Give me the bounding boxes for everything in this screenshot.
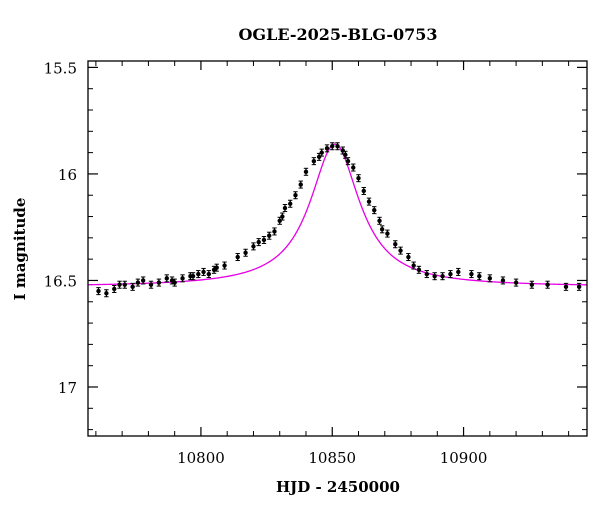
data-point xyxy=(411,261,416,270)
data-point xyxy=(172,278,177,287)
data-point xyxy=(406,253,411,262)
y-tick-label: 15.5 xyxy=(44,59,77,77)
data-point xyxy=(243,248,248,257)
data-point xyxy=(545,280,550,289)
chart-title: OGLE-2025-BLG-0753 xyxy=(238,25,437,44)
data-point xyxy=(251,242,256,251)
plot-frame xyxy=(87,60,588,437)
data-point xyxy=(298,180,303,189)
data-point xyxy=(140,276,146,285)
data-point xyxy=(448,270,453,279)
data-point xyxy=(366,197,372,206)
y-tick-label: 16.5 xyxy=(44,272,77,290)
data-point xyxy=(190,272,196,281)
data-point xyxy=(416,265,422,274)
data-point xyxy=(122,280,127,289)
data-point xyxy=(112,284,117,293)
data-point xyxy=(96,287,101,296)
data-point xyxy=(385,229,390,238)
data-point xyxy=(513,278,519,287)
data-points xyxy=(96,142,582,298)
data-point xyxy=(164,274,169,283)
data-point xyxy=(324,144,330,153)
data-point xyxy=(440,272,445,281)
data-point xyxy=(293,191,298,200)
data-point xyxy=(500,276,506,285)
data-point xyxy=(529,280,535,289)
axis-ticks: 10800 10850 10900 15.5 16 16.5 17 xyxy=(44,59,587,467)
data-point xyxy=(104,289,109,298)
data-point xyxy=(196,270,201,279)
data-point xyxy=(261,235,267,244)
data-point xyxy=(214,263,219,272)
data-point xyxy=(345,157,351,166)
data-point xyxy=(335,142,340,151)
x-axis-label: HJD - 2450000 xyxy=(276,478,400,496)
data-point xyxy=(148,280,154,289)
data-point xyxy=(424,270,429,279)
data-point xyxy=(393,240,398,249)
data-point xyxy=(469,270,474,279)
data-point xyxy=(303,167,309,176)
y-tick-label: 17 xyxy=(58,379,77,397)
y-axis-label: I magnitude xyxy=(11,198,29,301)
data-point xyxy=(563,282,569,291)
data-point xyxy=(330,142,335,151)
x-tick-label: 10800 xyxy=(177,449,225,467)
data-point xyxy=(361,186,366,195)
plot-area xyxy=(88,142,587,298)
data-point xyxy=(267,231,272,240)
data-point xyxy=(156,278,162,287)
data-point xyxy=(456,267,461,276)
data-point xyxy=(135,278,141,287)
data-point xyxy=(576,282,582,291)
data-point xyxy=(256,238,261,247)
data-point xyxy=(477,272,482,281)
data-point xyxy=(343,150,348,159)
data-point xyxy=(351,163,356,172)
data-point xyxy=(311,157,317,166)
data-point xyxy=(130,282,135,291)
y-tick-label: 16 xyxy=(58,166,77,184)
data-point xyxy=(282,204,288,213)
data-point xyxy=(487,274,493,283)
x-tick-label: 10850 xyxy=(308,449,356,467)
data-point xyxy=(206,270,212,279)
data-point xyxy=(288,199,293,208)
data-point xyxy=(222,261,227,270)
data-point xyxy=(379,225,385,234)
data-point xyxy=(235,253,240,262)
data-point xyxy=(319,148,324,157)
data-point xyxy=(180,274,185,283)
data-point xyxy=(432,272,437,281)
data-point xyxy=(201,267,206,276)
x-tick-label: 10900 xyxy=(440,449,488,467)
data-point xyxy=(398,246,403,255)
data-point xyxy=(377,216,382,225)
data-point xyxy=(356,174,361,183)
data-point xyxy=(117,280,122,289)
data-point xyxy=(272,227,277,236)
data-point xyxy=(280,212,285,221)
data-point xyxy=(372,206,377,215)
